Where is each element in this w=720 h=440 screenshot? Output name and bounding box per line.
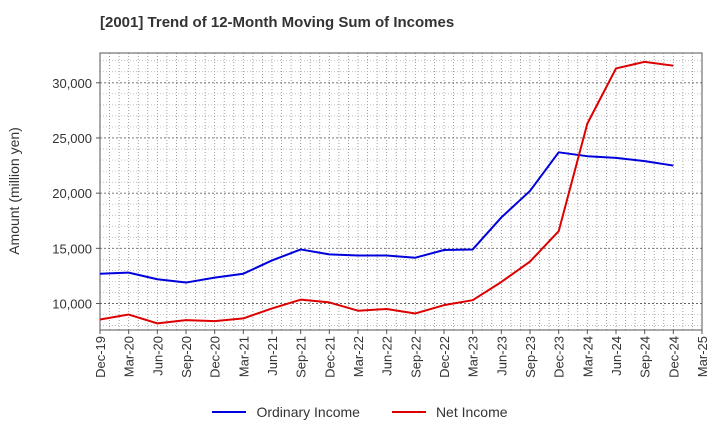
legend-label-net-income: Net Income <box>435 404 508 420</box>
x-tick-label: Sep-21 <box>294 336 309 378</box>
x-tick-label: Mar-21 <box>236 336 251 377</box>
series-layer <box>99 60 674 325</box>
y-tick-label: 25,000 <box>52 131 92 146</box>
x-tick-label: Dec-19 <box>93 336 108 378</box>
x-tick-label: Sep-20 <box>179 336 194 378</box>
x-tick-label: Sep-23 <box>523 336 538 378</box>
x-tick-label: Jun-20 <box>150 336 165 376</box>
x-tick-label: Dec-20 <box>208 336 223 378</box>
x-tick-label: Jun-21 <box>265 336 280 376</box>
plot-background <box>100 53 702 330</box>
x-tick-label: Mar-24 <box>580 336 595 377</box>
legend-label-ordinary-income: Ordinary Income <box>256 404 360 420</box>
grid-lines <box>100 53 702 330</box>
x-tick-label: Sep-24 <box>638 336 653 378</box>
x-tick-label: Mar-22 <box>351 336 366 377</box>
legend-item-net-income: Net Income <box>391 404 508 420</box>
chart-title: [2001] Trend of 12-Month Moving Sum of I… <box>100 14 455 31</box>
x-tick-label: Dec-21 <box>322 336 337 378</box>
x-tick-label: Jun-24 <box>609 336 624 376</box>
y-tick-label: 20,000 <box>52 186 92 201</box>
y-tick-labels: 10,000 15,000 20,000 25,000 30,000 <box>52 76 100 312</box>
y-tick-label: 15,000 <box>52 241 92 256</box>
x-tick-labels: Dec-19 Mar-20 Jun-20 Sep-20 Dec-20 Mar-21 Jun-… <box>93 330 710 378</box>
x-tick-label: Dec-22 <box>437 336 452 378</box>
y-tick-label: 10,000 <box>52 297 92 312</box>
plot-frame <box>99 52 703 331</box>
legend-swatch-net-income <box>391 411 426 413</box>
x-tick-label: Mar-23 <box>466 336 481 377</box>
x-tick-label: Dec-23 <box>552 336 567 378</box>
x-tick-label: Sep-22 <box>408 336 423 378</box>
y-axis-label: Amount (million yen) <box>6 127 22 255</box>
legend-swatch-ordinary-income <box>212 411 247 413</box>
legend: Ordinary Income Net Income <box>0 404 720 420</box>
x-tick-label: Jun-23 <box>494 336 509 376</box>
x-tick-label: Mar-20 <box>122 336 137 377</box>
legend-item-ordinary-income: Ordinary Income <box>212 404 360 420</box>
y-tick-label: 30,000 <box>52 76 92 91</box>
x-tick-label: Mar-25 <box>695 336 710 377</box>
x-tick-label: Jun-22 <box>380 336 395 376</box>
x-tick-label: Dec-24 <box>666 336 681 378</box>
